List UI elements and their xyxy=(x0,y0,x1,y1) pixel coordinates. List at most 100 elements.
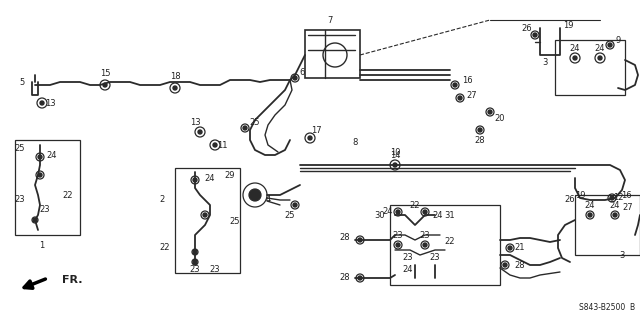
Circle shape xyxy=(33,218,37,222)
Circle shape xyxy=(396,243,400,247)
Circle shape xyxy=(396,210,400,214)
Text: 29: 29 xyxy=(225,171,236,180)
Text: 14: 14 xyxy=(390,150,400,159)
Text: 9: 9 xyxy=(616,36,621,44)
Text: 26: 26 xyxy=(564,196,575,204)
Circle shape xyxy=(508,246,512,250)
Text: 23: 23 xyxy=(15,196,26,204)
Text: 13: 13 xyxy=(45,99,55,108)
Circle shape xyxy=(198,130,202,134)
Text: 3: 3 xyxy=(542,58,548,67)
Text: 18: 18 xyxy=(170,71,180,81)
Circle shape xyxy=(40,101,44,105)
Bar xyxy=(15,140,80,235)
Text: 28: 28 xyxy=(515,260,525,269)
Circle shape xyxy=(488,110,492,114)
Text: 27: 27 xyxy=(623,204,634,212)
Text: 11: 11 xyxy=(217,140,227,149)
Circle shape xyxy=(38,173,42,177)
Text: 23: 23 xyxy=(403,253,413,262)
Circle shape xyxy=(358,276,362,280)
Text: 2: 2 xyxy=(159,196,164,204)
Circle shape xyxy=(423,243,427,247)
Text: 12: 12 xyxy=(612,194,623,203)
Text: 4: 4 xyxy=(266,196,271,204)
Text: 22: 22 xyxy=(410,201,420,210)
Text: 24: 24 xyxy=(570,44,580,52)
Text: 22: 22 xyxy=(160,244,170,252)
Text: 24: 24 xyxy=(595,44,605,52)
Text: 20: 20 xyxy=(495,114,505,123)
Circle shape xyxy=(613,213,617,217)
Circle shape xyxy=(610,196,614,200)
Text: 25: 25 xyxy=(250,117,260,126)
Text: 3: 3 xyxy=(620,251,625,260)
Bar xyxy=(390,205,500,285)
Text: 24: 24 xyxy=(610,201,620,210)
Text: 19: 19 xyxy=(563,20,573,29)
Text: 28: 28 xyxy=(340,234,350,243)
Circle shape xyxy=(103,83,107,87)
Text: 24: 24 xyxy=(433,211,444,220)
Text: 16: 16 xyxy=(461,76,472,84)
Text: 23: 23 xyxy=(189,266,200,275)
Text: 23: 23 xyxy=(420,230,430,239)
Circle shape xyxy=(358,238,362,242)
Text: 30: 30 xyxy=(374,211,385,220)
Text: 25: 25 xyxy=(15,143,25,153)
Text: 23: 23 xyxy=(393,230,403,239)
Text: 22: 22 xyxy=(63,190,73,199)
Text: 23: 23 xyxy=(40,205,51,214)
Text: 24: 24 xyxy=(205,173,215,182)
Text: 6: 6 xyxy=(300,68,305,76)
Text: 22: 22 xyxy=(445,237,455,246)
Circle shape xyxy=(308,136,312,140)
Circle shape xyxy=(458,96,462,100)
Text: 26: 26 xyxy=(522,23,532,33)
Circle shape xyxy=(423,210,427,214)
Circle shape xyxy=(193,260,197,264)
Circle shape xyxy=(533,33,537,37)
Circle shape xyxy=(203,213,207,217)
Text: 25: 25 xyxy=(285,211,295,220)
Text: 24: 24 xyxy=(403,266,413,275)
Text: 19: 19 xyxy=(575,190,585,199)
Circle shape xyxy=(243,126,247,130)
Text: S843-B2500  B: S843-B2500 B xyxy=(579,303,635,312)
Circle shape xyxy=(193,250,197,254)
Text: 31: 31 xyxy=(445,211,455,220)
Text: 21: 21 xyxy=(515,244,525,252)
Text: 27: 27 xyxy=(467,91,477,100)
Bar xyxy=(575,195,640,255)
Circle shape xyxy=(249,189,261,201)
Text: 24: 24 xyxy=(383,207,393,217)
Circle shape xyxy=(573,56,577,60)
Text: FR.: FR. xyxy=(62,275,83,285)
Circle shape xyxy=(213,143,217,147)
Text: 23: 23 xyxy=(210,266,220,275)
Circle shape xyxy=(588,213,592,217)
Text: 10: 10 xyxy=(390,148,400,156)
Text: 28: 28 xyxy=(340,274,350,283)
Text: 28: 28 xyxy=(475,135,485,145)
Text: 1: 1 xyxy=(40,241,45,250)
Text: 15: 15 xyxy=(100,68,110,77)
Text: 17: 17 xyxy=(310,125,321,134)
Bar xyxy=(555,40,625,95)
Circle shape xyxy=(453,83,457,87)
Circle shape xyxy=(393,163,397,167)
Text: 24: 24 xyxy=(47,150,57,159)
Text: 23: 23 xyxy=(429,253,440,262)
Text: 13: 13 xyxy=(189,117,200,126)
Text: 5: 5 xyxy=(19,77,24,86)
Bar xyxy=(305,30,360,78)
Circle shape xyxy=(478,128,482,132)
Circle shape xyxy=(293,76,297,80)
Bar xyxy=(175,168,240,273)
Text: 8: 8 xyxy=(352,138,358,147)
Circle shape xyxy=(293,203,297,207)
Text: 24: 24 xyxy=(585,201,595,210)
Text: 7: 7 xyxy=(327,15,333,25)
Circle shape xyxy=(38,155,42,159)
Circle shape xyxy=(173,86,177,90)
